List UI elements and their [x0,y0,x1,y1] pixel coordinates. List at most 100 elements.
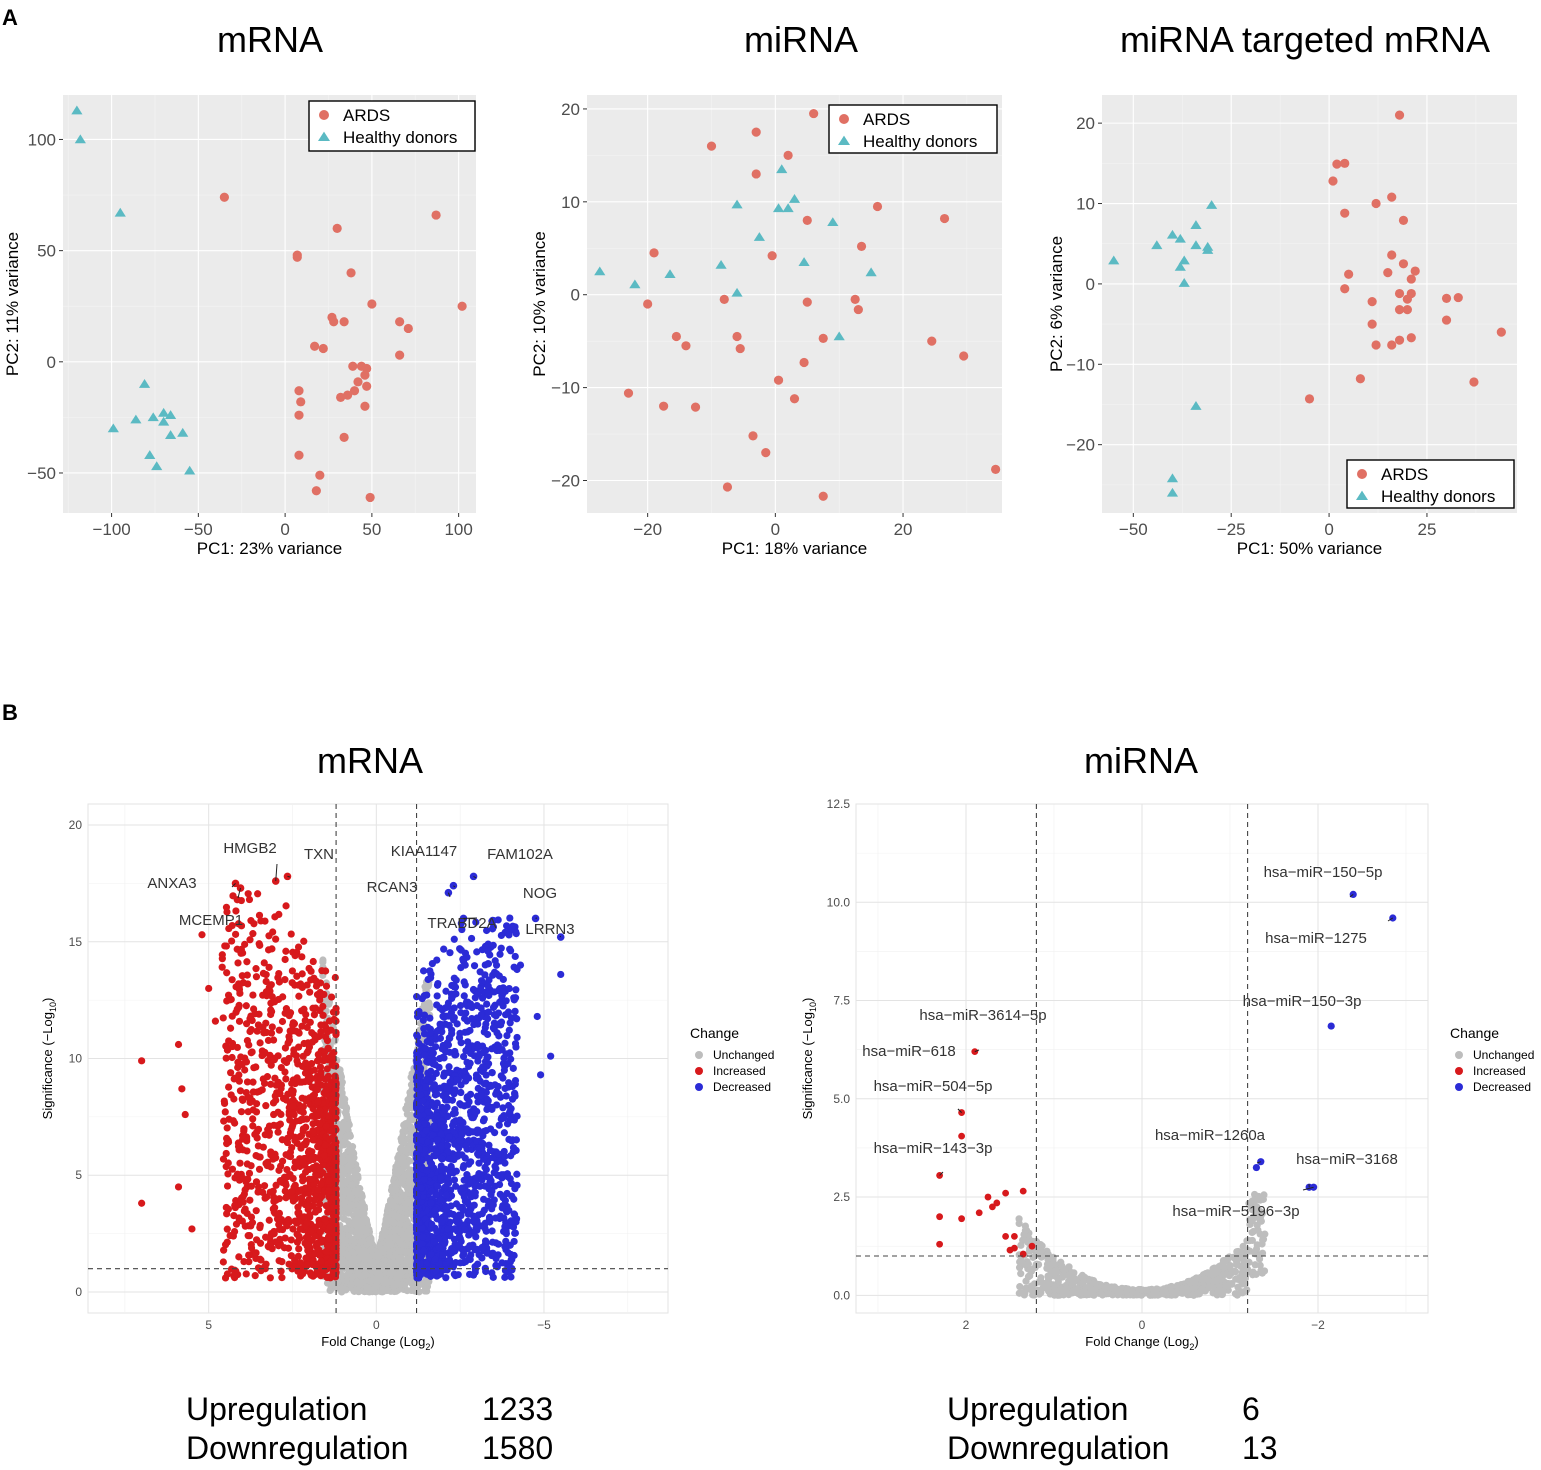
point-increased [264,1036,273,1045]
point-increased [252,1100,261,1108]
point-increased [281,976,289,984]
point-increased [302,1139,310,1147]
point-healthy [1151,240,1163,250]
point-unchanged [387,1269,395,1277]
point-healthy [114,207,126,217]
point-unchanged [354,1172,362,1180]
point-ards [671,331,681,342]
point-healthy [151,461,163,471]
point-decreased [513,1033,521,1042]
point-increased [270,1056,278,1064]
point-unchanged [387,1278,396,1286]
point-increased [276,1177,284,1185]
point-increased [322,1086,330,1094]
point-unchanged [363,1283,371,1292]
legend-box [308,100,476,152]
point-ards [719,294,729,304]
y-tick-label: 10 [1076,195,1095,214]
point-unchanged [353,1278,361,1286]
x-axis-label: PC1: 18% variance [722,539,868,558]
point-increased [295,1245,303,1253]
point-healthy [833,331,845,341]
point-increased [267,1151,275,1159]
point-unchanged [399,1174,407,1182]
point-increased [245,895,254,904]
y-tick-label: −20 [551,471,580,490]
point-ards [690,402,701,412]
legend-key-ards [319,110,329,120]
legend-key-healthy [1356,490,1368,501]
point-increased [252,1152,260,1160]
x-tick-label: −50 [1119,520,1148,539]
point-increased [300,1005,308,1013]
point-increased [262,988,271,996]
pca-targeted-chart: miRNA targeted mRNA−50 −25 0 25−20−1001020P… [1047,19,1517,558]
x-tick-label: −50 [184,520,213,539]
point-increased [282,1194,290,1202]
point-ards [1371,340,1381,350]
point-ards [643,299,653,309]
point-healthy [772,203,785,213]
point-ards [872,201,883,212]
point-ards [315,470,325,480]
point-increased [249,1122,257,1130]
point-increased [303,1218,311,1227]
point-ards [1387,250,1397,260]
legend-label-ards: ARDS [1381,465,1428,484]
point-ards [1304,394,1315,404]
point-decreased [482,1071,490,1079]
point-increased [252,965,260,973]
point-increased [329,1204,337,1212]
point-ards [1496,327,1506,337]
point-unchanged [371,1282,380,1290]
point-decreased [444,1041,453,1049]
point-ards [732,331,742,342]
point-increased [282,1181,290,1189]
point-increased [228,1012,236,1020]
point-unchanged [404,1277,413,1285]
point-unchanged [354,1190,362,1198]
point-increased [249,1088,257,1096]
point-decreased [511,952,519,961]
point-healthy [158,416,170,426]
point-increased [298,953,306,961]
point-increased [301,1069,310,1077]
point-increased [317,1272,325,1280]
point-increased [323,1242,332,1250]
point-increased [222,1149,230,1158]
point-increased [281,955,289,964]
point-increased [324,1072,332,1080]
point-increased [265,1216,273,1224]
point-healthy [138,379,151,388]
point-increased [295,992,303,1000]
point-increased [246,1027,254,1036]
point-increased [316,996,324,1004]
point-unchanged [339,1264,347,1272]
point-increased [307,1227,315,1235]
point-increased [276,1120,284,1128]
point-decreased [426,967,434,975]
point-ards [761,448,771,458]
point-increased [277,1063,285,1072]
point-increased [269,1205,277,1213]
x-tick-label: 50 [362,520,381,539]
point-healthy [731,199,743,209]
point-increased [283,1222,291,1230]
point-ards [360,370,370,380]
point-increased [314,1186,322,1194]
point-increased [290,1110,298,1119]
chart-title: miRNA [744,19,858,60]
point-increased [275,1166,283,1174]
y-tick-label: −20 [1066,436,1095,455]
point-increased [313,1086,321,1094]
point-unchanged [400,1233,408,1241]
x-tick-label: 0 [373,1318,380,1332]
point-increased [310,1066,318,1074]
point-increased [251,1272,259,1280]
point-ards [659,401,669,411]
point-ards [1394,335,1405,345]
point-healthy [177,427,189,437]
point-healthy [1174,233,1186,243]
